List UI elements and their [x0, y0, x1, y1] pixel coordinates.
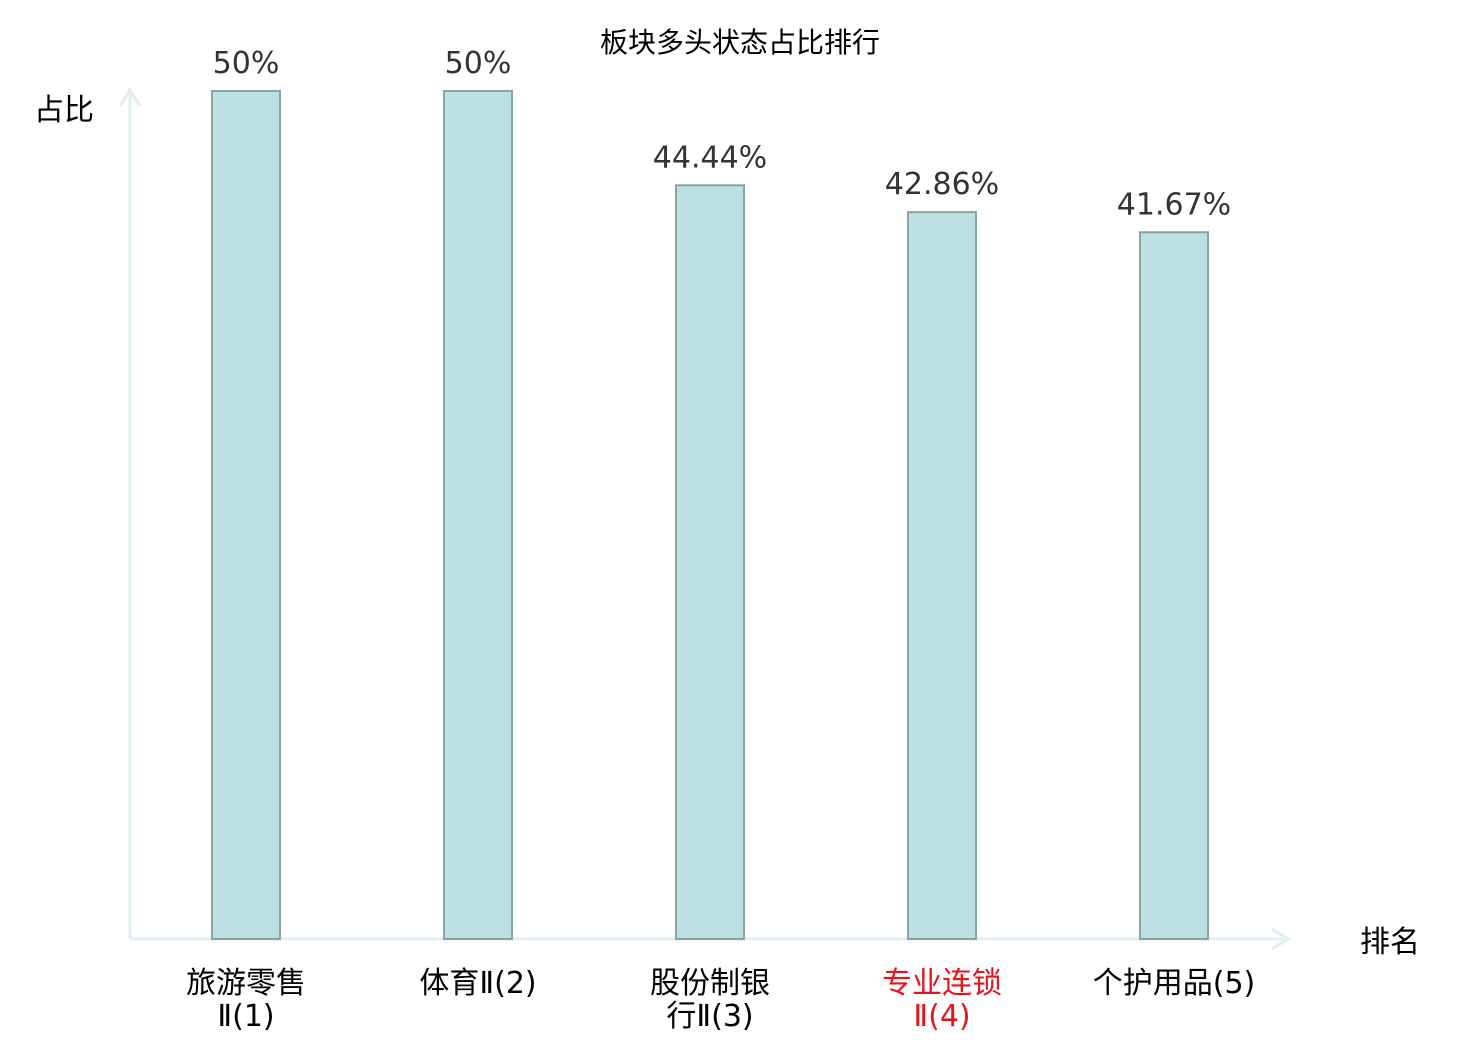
data-label: 42.86%: [885, 167, 999, 202]
tick-label: 专业连锁: [882, 966, 1002, 1001]
x-axis-label: 排名: [1360, 925, 1420, 960]
tick-label: 股份制银: [650, 966, 770, 1001]
value-labels: 50% 50% 44.44% 42.86% 41.67%: [213, 46, 1232, 222]
bar: [907, 211, 977, 940]
bar: [675, 184, 745, 940]
y-axis-label: 占比: [34, 93, 94, 128]
bars: [211, 90, 1209, 940]
tick-label: 个护用品(5): [1093, 966, 1256, 1001]
data-label: 44.44%: [653, 140, 767, 175]
chart-title: 板块多头状态占比排行: [600, 26, 880, 59]
x-axis-arrow-icon: [1271, 927, 1291, 951]
tick-label: 行Ⅱ(3): [666, 999, 753, 1034]
bar: [211, 90, 281, 940]
tick-label: Ⅱ(4): [913, 999, 970, 1034]
data-label: 50%: [445, 46, 512, 81]
tick-label: 旅游零售: [186, 966, 306, 1001]
bar: [1139, 231, 1209, 940]
data-label: 50%: [213, 46, 280, 81]
tick-label: Ⅱ(1): [217, 999, 274, 1034]
y-axis-arrow-icon: [118, 87, 142, 107]
tick-label: 体育Ⅱ(2): [419, 966, 536, 1001]
data-label: 41.67%: [1117, 187, 1231, 222]
bar: [443, 90, 513, 940]
